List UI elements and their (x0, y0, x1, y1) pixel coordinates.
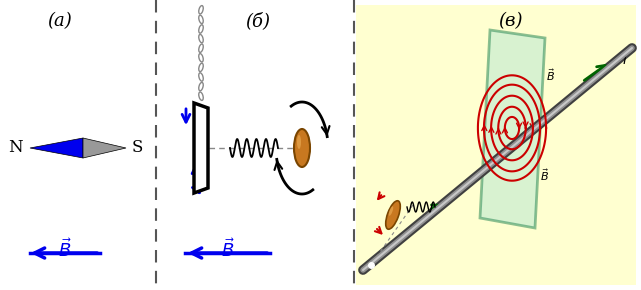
Polygon shape (480, 30, 545, 228)
Polygon shape (194, 103, 208, 193)
Polygon shape (83, 138, 126, 158)
Ellipse shape (294, 129, 310, 167)
Ellipse shape (297, 135, 301, 149)
Text: $\vec{B}$: $\vec{B}$ (546, 67, 555, 83)
Bar (356, 5, 636, 285)
Text: $\vec{B}$: $\vec{B}$ (540, 167, 549, 183)
Ellipse shape (386, 201, 400, 229)
Text: (а): (а) (47, 12, 72, 30)
Text: S: S (132, 139, 144, 157)
Text: $l$: $l$ (622, 52, 628, 68)
Polygon shape (30, 138, 83, 158)
Text: (в): (в) (498, 12, 522, 30)
Ellipse shape (389, 206, 393, 216)
Text: N: N (8, 139, 23, 157)
Text: $\vec{B}$: $\vec{B}$ (58, 238, 72, 261)
Text: $\vec{B}$: $\vec{B}$ (221, 238, 235, 261)
Text: (б): (б) (246, 12, 271, 30)
